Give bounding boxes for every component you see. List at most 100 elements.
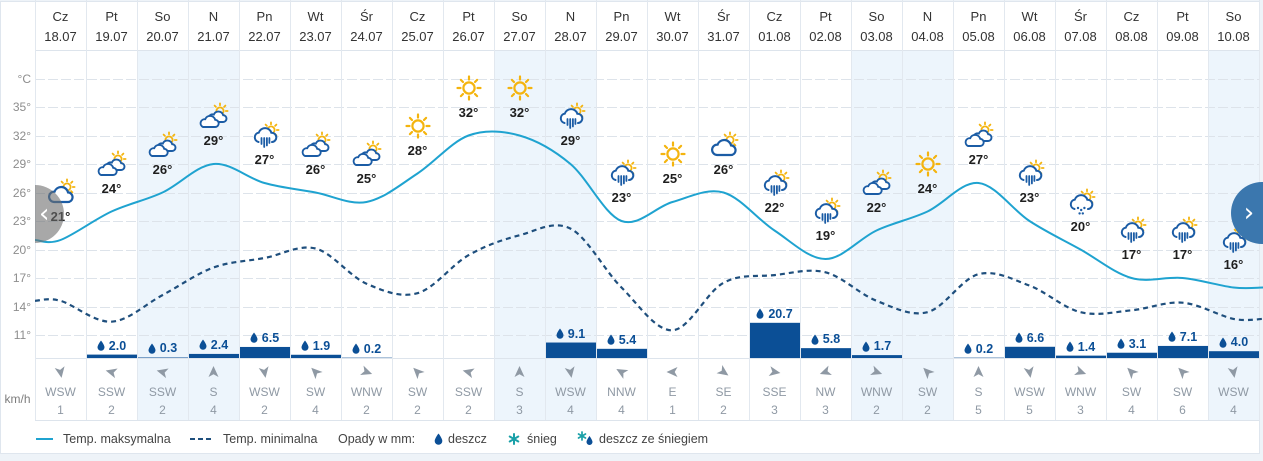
wind-arrow-icon	[156, 368, 169, 379]
precip-label: 5.4	[596, 332, 647, 348]
precip-label: 3.1	[1106, 336, 1157, 352]
wind-arrow-icon	[105, 368, 118, 379]
y-axis-tick-label: 32°	[12, 128, 31, 143]
wind-speed: 4	[567, 403, 574, 417]
precip-value: 3.1	[1128, 336, 1147, 351]
precip-label: 6.6	[1004, 330, 1055, 346]
wind-arrow-icon	[1127, 367, 1139, 380]
max-temp-label: 17°	[1172, 247, 1193, 262]
wind-speed: 2	[108, 403, 115, 417]
date-header-cell: Pt 26.07	[443, 0, 494, 50]
max-temp-label: 22°	[764, 199, 785, 215]
weekday-label: Pn	[613, 9, 630, 24]
weekday-label: Pt	[1176, 9, 1189, 24]
wind-speed: 2	[873, 403, 880, 417]
precip-value: 6.6	[1026, 330, 1045, 345]
wind-speed: 1	[57, 403, 64, 417]
wind-speed: 2	[720, 403, 727, 417]
legend-rain: deszcz	[448, 432, 487, 446]
weekday-label: Wt	[307, 9, 324, 24]
wind-arrow-icon	[1227, 366, 1238, 378]
date-label: 30.07	[656, 29, 689, 44]
date-header-cell: Pt 09.08	[1157, 0, 1208, 50]
wind-arrow-shape	[1178, 367, 1190, 380]
weekday-label: N	[208, 9, 219, 24]
wind-arrow-icon	[208, 366, 219, 377]
wind-arrow-shape	[616, 369, 629, 379]
date-header-cell: N 28.07	[545, 0, 596, 50]
weekday-label: So	[154, 9, 171, 24]
weekday-label: Śr	[360, 9, 373, 24]
chevron-right-icon: ›	[1243, 198, 1255, 228]
date-label: 18.07	[44, 29, 77, 44]
wind-speed: 2	[465, 403, 472, 417]
precip-bar	[1158, 345, 1208, 358]
wind-arrow-shape	[54, 366, 65, 378]
sleet-icon	[577, 431, 593, 445]
min-temp-line	[34, 224, 1263, 332]
wind-arrow-icon	[1074, 365, 1087, 375]
wind-arrow-icon	[413, 367, 425, 380]
wind-direction: SE	[715, 385, 732, 399]
precip-value: 9.1	[567, 326, 586, 341]
precip-value: 4.0	[1230, 335, 1249, 350]
precip-value: 1.7	[873, 339, 892, 354]
date-label: 24.07	[350, 29, 383, 44]
date-label: 10.08	[1217, 29, 1250, 44]
precip-bar	[1005, 346, 1055, 358]
precip-value: 5.4	[618, 332, 637, 347]
date-label: 04.08	[911, 29, 944, 44]
wind-direction: SW	[407, 385, 428, 399]
y-axis-tick-label: 23°	[12, 214, 31, 228]
weekday-label: Cz	[409, 9, 426, 24]
precip-label: 2.4	[188, 337, 239, 353]
date-header-cell: Cz 08.08	[1106, 0, 1157, 50]
wind-arrow-icon	[768, 366, 781, 377]
date-label: 21.07	[197, 29, 230, 44]
weekday-label: Wt	[664, 9, 681, 24]
wind-arrow-shape	[870, 365, 883, 375]
wind-arrow-icon	[462, 368, 475, 379]
y-axis-tick-label: 14°	[12, 299, 31, 314]
wind-speed: 2	[363, 403, 370, 417]
wind-direction: S	[209, 385, 218, 399]
precip-value: 2.0	[108, 338, 127, 353]
precip-value: 1.9	[312, 338, 331, 353]
wind-arrow-shape	[208, 366, 219, 377]
wind-arrow-shape	[923, 367, 935, 380]
date-label: 03.08	[860, 29, 893, 44]
date-header-cell: Pn 29.07	[596, 0, 647, 50]
wind-arrow-icon	[311, 367, 323, 380]
y-axis-unit: °C	[17, 71, 31, 86]
wind-arrow-shape	[258, 366, 269, 378]
wind-arrows	[54, 365, 1238, 380]
date-header-cell: Śr 07.08	[1055, 0, 1106, 50]
wind-arrow-shape	[819, 365, 832, 375]
rain-drop-icon	[434, 433, 443, 445]
wind-speed: 5	[1026, 403, 1033, 417]
y-axis-tick-label: 26°	[12, 185, 31, 200]
precip-bar	[87, 354, 137, 358]
weekday-label: Wt	[1021, 9, 1038, 24]
date-label: 20.07	[146, 29, 179, 44]
weekday-label: So	[511, 9, 528, 24]
wind-unit-label: km/h	[4, 392, 31, 406]
wind-speed: 6	[1179, 403, 1186, 417]
wind-speed: 3	[822, 403, 829, 417]
wind-direction: SSE	[762, 385, 787, 399]
precip-label: 1.9	[290, 338, 341, 354]
max-temp-label: 22°	[866, 199, 887, 215]
wind-direction: WSW	[1218, 385, 1249, 399]
wind-arrow-icon	[514, 366, 525, 377]
wind-arrow-icon	[666, 367, 678, 377]
precip-label: 4.0	[1208, 334, 1259, 350]
precip-bar	[189, 353, 239, 358]
weekday-label: Cz	[52, 9, 69, 24]
max-temp-line	[34, 130, 1263, 290]
wind-direction: SW	[917, 385, 938, 399]
wind-direction: S	[974, 385, 983, 399]
temperature-lines	[34, 130, 1263, 332]
date-label: 26.07	[452, 29, 485, 44]
